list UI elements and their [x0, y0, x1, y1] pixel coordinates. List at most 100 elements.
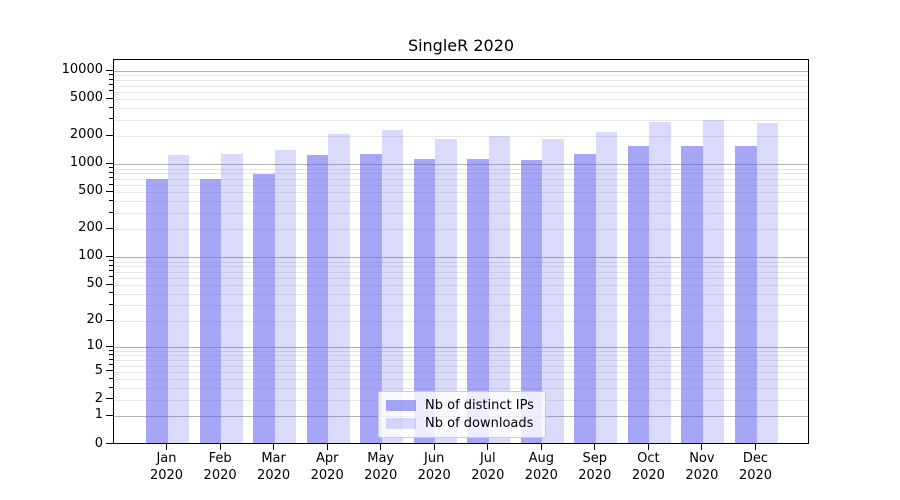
- bar-distinct-ips-dec: [735, 146, 757, 443]
- bar-distinct-ips-jul: [467, 159, 489, 443]
- x-tick-label-year: 2020: [578, 468, 612, 483]
- y-tick-label: 10: [86, 338, 103, 354]
- bar-distinct-ips-oct: [627, 146, 650, 443]
- bar-downloads-jun: [435, 139, 457, 443]
- y-tick-label: 1: [94, 407, 103, 423]
- gridline-minor: [114, 271, 808, 273]
- y-minor-tick: [109, 377, 113, 379]
- gridline-minor: [114, 293, 808, 295]
- x-tick-label-month: Mar: [261, 451, 286, 466]
- y-minor-tick: [109, 171, 113, 173]
- x-tick-label: Nov 2020: [672, 450, 732, 484]
- x-tick-label: Mar 2020: [244, 450, 304, 484]
- y-tick-label: 500: [78, 183, 103, 199]
- y-minor-tick: [109, 349, 113, 351]
- y-tick: [106, 414, 113, 416]
- bar-distinct-ips-sep: [574, 154, 596, 443]
- x-tick: [219, 444, 221, 450]
- legend: Nb of distinct IPs Nb of downloads: [378, 391, 546, 438]
- x-tick: [166, 444, 167, 450]
- x-tick-label: Sep 2020: [565, 450, 625, 484]
- x-tick-label: Jun 2020: [404, 450, 464, 484]
- y-tick: [106, 97, 113, 99]
- bar-downloads-oct: [649, 122, 671, 443]
- gridline-minor: [114, 168, 808, 170]
- x-tick: [647, 444, 649, 450]
- x-tick-label-year: 2020: [738, 468, 773, 483]
- y-minor-tick: [109, 358, 113, 360]
- x-tick-label: Jul 2020: [458, 450, 518, 484]
- x-tick-label: May 2020: [351, 450, 411, 484]
- y-tick: [106, 319, 113, 321]
- x-tick-label-month: Nov: [689, 451, 715, 466]
- x-tick-label: Dec 2020: [726, 450, 786, 484]
- x-tick-label-year: 2020: [631, 468, 665, 483]
- y-minor-tick: [109, 292, 113, 294]
- y-tick: [106, 69, 113, 71]
- y-tick-label: 1000: [69, 155, 103, 171]
- x-tick: [273, 444, 275, 450]
- y-minor-tick: [109, 118, 113, 120]
- y-minor-tick: [109, 303, 113, 305]
- gridline-minor: [114, 108, 808, 110]
- y-tick-label: 2: [94, 390, 103, 406]
- y-minor-tick: [109, 106, 113, 108]
- y-minor-tick: [109, 167, 113, 169]
- gridline-minor: [114, 355, 808, 357]
- y-tick: [106, 443, 113, 444]
- plot-area: [113, 59, 809, 444]
- legend-swatch-downloads: [386, 418, 416, 429]
- x-tick-label: Jan 2020: [137, 450, 197, 484]
- x-tick-label-year: 2020: [257, 468, 291, 483]
- y-minor-tick: [109, 73, 113, 75]
- x-tick-label-year: 2020: [310, 468, 344, 483]
- gridline-minor: [114, 119, 808, 121]
- y-minor-tick: [109, 276, 113, 278]
- gridline-minor: [114, 85, 808, 87]
- x-tick: [487, 444, 489, 450]
- chart-title: SingleR 2020: [407, 36, 515, 55]
- y-minor-tick: [109, 78, 113, 80]
- x-tick-label-month: Apr: [315, 451, 339, 466]
- legend-swatch-distinct-ips: [386, 400, 416, 411]
- x-tick-label: Aug 2020: [511, 450, 571, 484]
- y-minor-tick: [109, 183, 113, 185]
- x-tick-label-month: Feb: [208, 451, 232, 466]
- x-tick-label-month: Sep: [582, 451, 608, 466]
- y-tick-label: 10000: [61, 62, 103, 77]
- y-minor-tick: [109, 260, 113, 262]
- gridline-minor: [114, 351, 808, 353]
- gridline-minor: [114, 285, 808, 287]
- y-tick-label: 5000: [69, 90, 103, 106]
- gridline-major: [114, 347, 808, 349]
- x-tick-label-month: Jun: [424, 451, 445, 466]
- bar-distinct-ips-apr: [306, 155, 329, 443]
- y-minor-tick: [109, 211, 113, 213]
- gridline-minor: [114, 173, 808, 175]
- gridline-minor: [114, 75, 808, 77]
- gridline-minor: [114, 360, 808, 362]
- y-tick-label: 2000: [69, 127, 103, 143]
- bar-downloads-feb: [221, 153, 243, 443]
- x-tick: [433, 444, 435, 450]
- gridline-minor: [114, 371, 808, 373]
- gridline-minor: [114, 388, 808, 390]
- x-tick-label-month: Jan: [156, 451, 177, 466]
- x-tick: [594, 444, 596, 450]
- gridline-minor: [114, 136, 808, 138]
- y-minor-tick: [109, 270, 113, 272]
- bar-downloads-mar: [274, 150, 297, 443]
- bar-distinct-ips-feb: [199, 178, 222, 443]
- gridline-minor: [114, 80, 808, 81]
- gridline-minor: [114, 277, 808, 279]
- bar-distinct-ips-may: [360, 154, 382, 443]
- x-tick-label: Oct 2020: [618, 450, 678, 484]
- gridline-minor: [114, 379, 808, 381]
- gridline-minor: [114, 321, 808, 322]
- x-tick: [755, 444, 756, 450]
- gridline-minor: [114, 213, 808, 215]
- gridline-minor: [114, 261, 808, 263]
- bar-distinct-ips-jun: [413, 159, 436, 443]
- y-minor-tick: [109, 84, 113, 85]
